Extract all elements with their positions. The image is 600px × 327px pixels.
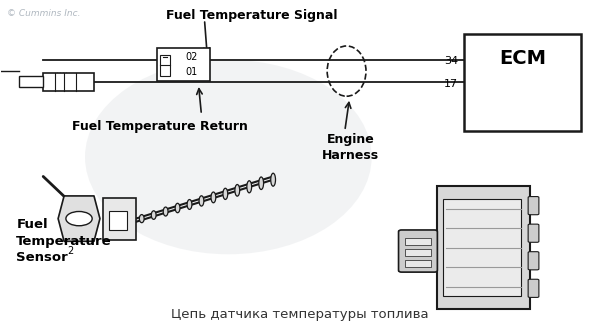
FancyBboxPatch shape xyxy=(528,197,539,215)
Ellipse shape xyxy=(247,181,251,193)
FancyBboxPatch shape xyxy=(109,211,127,230)
Text: Цепь датчика температуры топлива: Цепь датчика температуры топлива xyxy=(171,308,429,321)
FancyBboxPatch shape xyxy=(404,238,431,245)
FancyBboxPatch shape xyxy=(443,199,521,297)
Ellipse shape xyxy=(85,60,371,254)
FancyBboxPatch shape xyxy=(464,34,581,131)
FancyBboxPatch shape xyxy=(43,73,94,91)
Ellipse shape xyxy=(271,173,275,186)
Ellipse shape xyxy=(163,207,168,216)
Ellipse shape xyxy=(199,196,204,206)
Text: ECM: ECM xyxy=(499,49,546,68)
Ellipse shape xyxy=(151,211,156,219)
Text: © Cummins Inc.: © Cummins Inc. xyxy=(7,9,81,19)
Text: 01: 01 xyxy=(185,67,198,77)
Circle shape xyxy=(66,212,92,226)
FancyBboxPatch shape xyxy=(404,249,431,256)
FancyBboxPatch shape xyxy=(157,48,211,81)
Ellipse shape xyxy=(187,199,192,209)
Ellipse shape xyxy=(223,188,228,199)
Text: 17: 17 xyxy=(444,79,458,89)
Text: 2: 2 xyxy=(67,246,73,256)
Text: Fuel
Temperature
Sensor: Fuel Temperature Sensor xyxy=(16,218,112,264)
Text: Fuel Temperature Return: Fuel Temperature Return xyxy=(72,120,248,133)
Ellipse shape xyxy=(175,203,180,213)
FancyBboxPatch shape xyxy=(528,252,539,270)
Text: 02: 02 xyxy=(185,52,198,62)
Polygon shape xyxy=(58,196,100,241)
Ellipse shape xyxy=(211,192,216,203)
Ellipse shape xyxy=(235,184,239,196)
Text: Fuel Temperature Signal: Fuel Temperature Signal xyxy=(166,9,338,23)
Text: Engine
Harness: Engine Harness xyxy=(322,133,379,162)
FancyBboxPatch shape xyxy=(404,260,431,267)
Ellipse shape xyxy=(139,215,144,223)
Text: 34: 34 xyxy=(444,56,458,66)
FancyBboxPatch shape xyxy=(437,186,530,309)
FancyBboxPatch shape xyxy=(103,198,136,240)
FancyBboxPatch shape xyxy=(528,224,539,242)
FancyBboxPatch shape xyxy=(398,230,437,272)
FancyBboxPatch shape xyxy=(19,76,43,87)
Ellipse shape xyxy=(259,177,263,190)
FancyBboxPatch shape xyxy=(160,55,170,76)
FancyBboxPatch shape xyxy=(528,279,539,297)
